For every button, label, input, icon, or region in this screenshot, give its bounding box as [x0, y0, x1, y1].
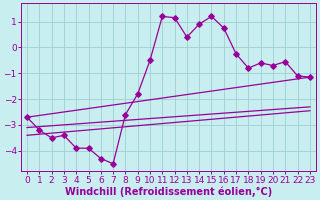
X-axis label: Windchill (Refroidissement éolien,°C): Windchill (Refroidissement éolien,°C) — [65, 186, 272, 197]
